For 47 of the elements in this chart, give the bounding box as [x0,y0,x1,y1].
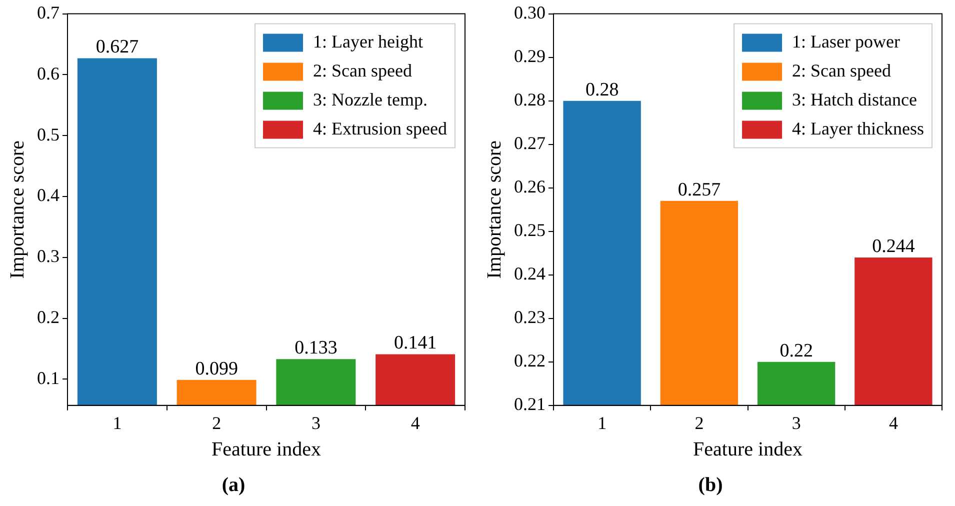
y-tick-label: 0.24 [514,264,546,284]
data-label: 0.627 [96,36,139,58]
data-label: 0.141 [394,332,437,354]
y-tick-label: 0.3 [37,246,60,266]
x-tick-label: 1 [598,412,607,433]
y-tick-label: 0.21 [514,394,546,414]
x-tick-label: 3 [792,412,801,433]
text: (b) [698,474,723,496]
data-label: 0.244 [872,236,916,257]
y-axis-title: Importance score [483,140,506,279]
x-tick-label: 2 [212,412,222,433]
y-tick-label: 0.26 [514,176,546,197]
text: (a) [222,474,246,496]
data-label: 0.133 [294,338,338,359]
y-tick-label: 0.30 [514,2,546,23]
legend-label: 1: Layer height [313,32,423,52]
y-axis-title: Importance score [6,140,28,279]
x-axis-title: Feature index [212,438,321,460]
data-label: 0.22 [780,340,813,362]
y-tick-label: 0.29 [514,46,546,66]
legend-label: 3: Nozzle temp. [313,90,428,110]
x-tick-label: 4 [888,412,898,433]
y-tick-label: 0.28 [514,90,546,110]
legend-label: 1: Laser power [792,32,900,52]
y-tick-label: 0.1 [37,368,60,388]
y-tick-label: 0.4 [37,185,60,206]
data-label: 0.099 [195,358,238,380]
x-tick-label: 4 [410,412,420,433]
legend-label: 2: Scan speed [313,60,412,81]
y-tick-label: 0.22 [514,350,546,371]
legend-label: 2: Scan speed [792,60,892,81]
y-tick-label: 0.2 [37,307,60,328]
legend-label: 4: Extrusion speed [313,118,448,139]
data-label: 0.28 [585,79,619,100]
y-tick-label: 0.7 [37,2,60,23]
y-tick-label: 0.6 [37,63,60,84]
y-tick-label: 0.25 [514,220,546,240]
x-tick-label: 3 [311,412,320,433]
legend-label: 3: Hatch distance [792,90,918,110]
y-tick-label: 0.5 [37,124,60,144]
x-axis-title: Feature index [693,438,802,460]
y-tick-label: 0.27 [514,133,546,154]
x-tick-label: 1 [112,412,122,433]
legend-label: 4: Layer thickness [792,118,924,139]
y-tick-label: 0.23 [514,307,546,328]
x-tick-label: 2 [694,412,704,433]
data-label: 0.257 [678,179,721,200]
